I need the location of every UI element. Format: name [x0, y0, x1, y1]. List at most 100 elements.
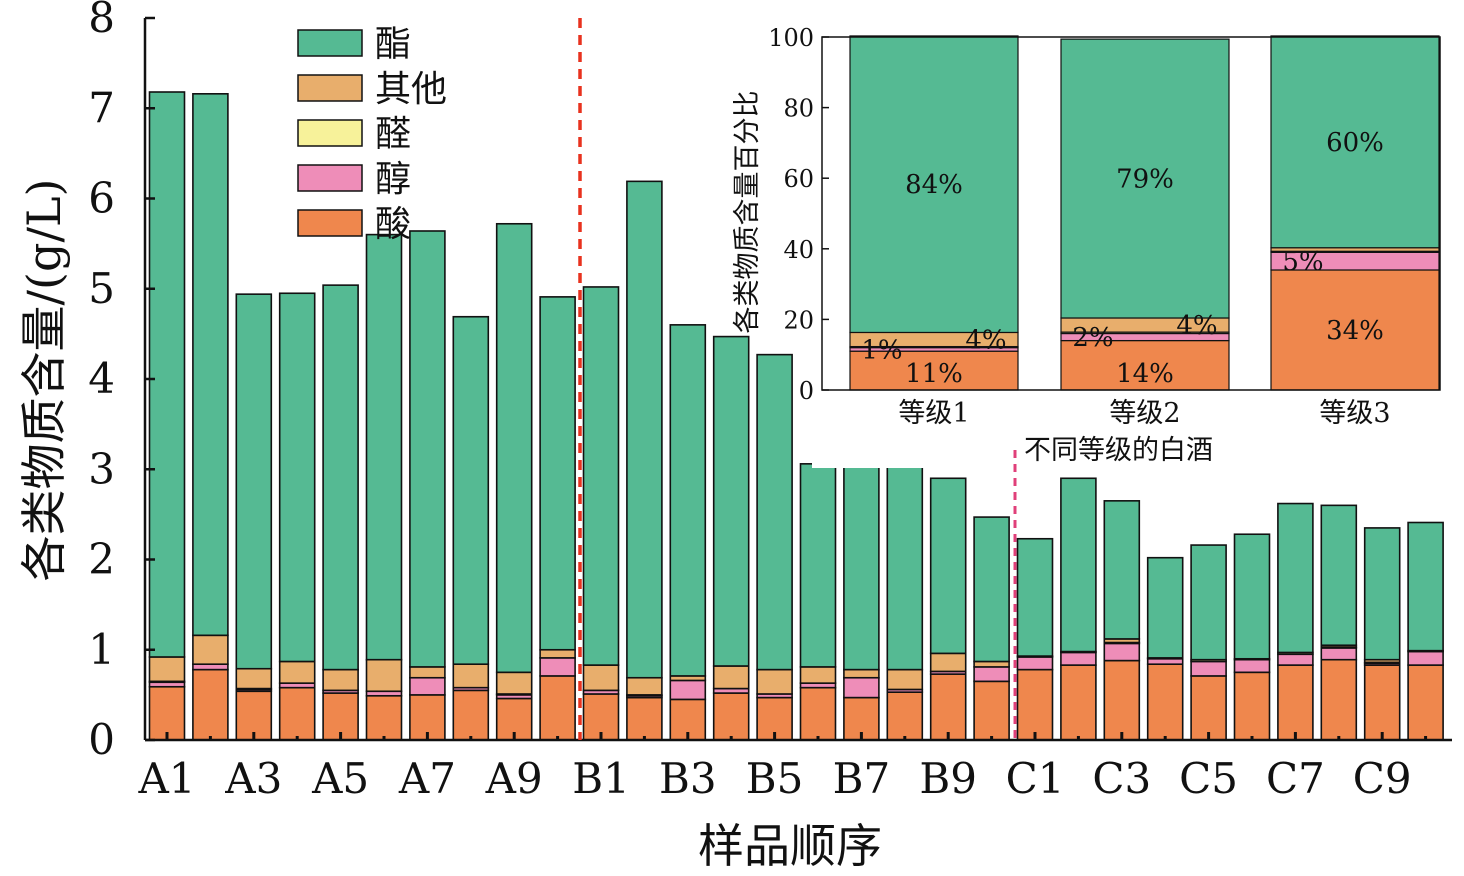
legend-swatch-醇	[297, 164, 363, 192]
x-tick-label: C1	[1006, 754, 1065, 803]
bar-C8-酯	[1320, 504, 1358, 647]
inset-bar-等级1-酯	[849, 35, 1019, 334]
bar-B3-酯	[669, 324, 707, 677]
bar-B5-酯	[756, 353, 793, 671]
bar-A2-酯	[192, 93, 229, 637]
bar-C8-酸	[1320, 658, 1358, 741]
bar-B6-其他	[799, 666, 837, 684]
bar-B1-其他	[582, 664, 620, 692]
bar-A2-醇	[192, 663, 229, 671]
y-tick-label: 7	[88, 83, 115, 132]
bar-C9-酸	[1363, 664, 1401, 741]
inset-y-tick-label: 20	[783, 306, 814, 334]
bar-B7-醇	[843, 676, 880, 699]
bar-stack-A3	[235, 293, 273, 741]
inset-data-label: 2%	[1072, 323, 1113, 353]
bar-A4-酸	[278, 686, 316, 741]
y-tick-label: 5	[88, 264, 115, 313]
main-bars	[148, 91, 1444, 741]
y-tick-label: 6	[88, 174, 115, 223]
y-axis-title: 各类物质含量/(g/L)	[17, 179, 71, 582]
x-tick-label: C5	[1179, 754, 1238, 803]
bar-stack-A6	[365, 233, 403, 741]
bar-A10-其他	[539, 648, 576, 659]
bar-C6-酸	[1233, 671, 1271, 741]
inset-x-tick-label: 等级3	[1319, 398, 1390, 429]
inset-data-label: 1%	[861, 335, 902, 365]
bar-B10-醇	[973, 666, 1010, 683]
bar-stack-C5	[1190, 544, 1227, 741]
bar-C9-酯	[1363, 527, 1401, 661]
inset-bar-stack-等级1	[849, 35, 1019, 391]
legend-label: 其他	[375, 69, 447, 110]
inset-bar-等级3-酯	[1270, 35, 1440, 249]
x-tick-label: C9	[1353, 754, 1412, 803]
bar-B2-其他	[626, 676, 663, 696]
bar-C2-醇	[1060, 651, 1097, 666]
bar-C7-醇	[1277, 653, 1314, 666]
inset-data-label: 79%	[1116, 165, 1174, 195]
x-tick-label: B5	[746, 754, 804, 803]
bar-B10-酸	[973, 680, 1010, 741]
y-tick-label: 4	[88, 354, 115, 403]
bar-stack-C4	[1146, 556, 1184, 741]
bar-A4-其他	[278, 660, 316, 684]
inset-data-label: 84%	[905, 170, 963, 200]
bar-B8-酸	[886, 691, 924, 741]
bar-A5-酯	[322, 284, 359, 671]
bar-B6-酯	[799, 463, 837, 668]
inset-x-tick-label: 等级2	[1109, 398, 1180, 429]
bar-C7-酸	[1277, 664, 1314, 741]
bar-C6-酯	[1233, 533, 1271, 660]
x-tick-label: A9	[485, 754, 543, 803]
inset-y-tick-label: 40	[783, 236, 814, 264]
bar-A8-酸	[452, 689, 490, 741]
bar-B9-其他	[929, 652, 967, 673]
inset-data-label: 5%	[1282, 247, 1323, 277]
bar-A10-醇	[539, 657, 576, 677]
x-tick-label: C3	[1092, 754, 1151, 803]
bar-A9-其他	[495, 671, 533, 695]
bar-stack-B4	[712, 335, 750, 741]
inset-frame	[821, 36, 1441, 391]
bar-C1-酸	[1016, 668, 1054, 741]
bar-stack-C8	[1320, 504, 1358, 741]
legend-label: 酸	[375, 204, 411, 245]
legend-label: 醛	[375, 114, 411, 155]
bar-A6-酯	[365, 233, 403, 661]
inset-data-label: 4%	[965, 326, 1006, 356]
bar-stack-C9	[1363, 527, 1401, 741]
bar-A6-其他	[365, 658, 403, 693]
bar-A2-酸	[192, 668, 229, 741]
inset-y-tick-label: 80	[783, 95, 814, 123]
bar-stack-A1	[148, 91, 186, 741]
bar-stack-A10	[539, 296, 576, 741]
bar-stack-C3	[1103, 500, 1141, 741]
bar-A10-酯	[539, 296, 576, 651]
bar-C3-酸	[1103, 659, 1141, 741]
bar-stack-A8	[452, 315, 490, 741]
bar-C10-醇	[1407, 650, 1444, 666]
bar-C2-酯	[1060, 477, 1097, 653]
bar-B4-酸	[712, 692, 750, 741]
bar-C3-酯	[1103, 500, 1141, 640]
bar-stack-C1	[1016, 537, 1054, 741]
bar-B5-其他	[756, 668, 793, 695]
bar-stack-C10	[1407, 521, 1444, 741]
bar-stack-B9	[929, 477, 967, 741]
inset-bar-等级2-酸	[1060, 339, 1230, 391]
annotation-grade-label: 不同等级的白酒	[1024, 435, 1213, 466]
bar-A3-其他	[235, 667, 273, 690]
bar-B8-酯	[886, 437, 924, 671]
x-tick-label: A3	[224, 754, 282, 803]
bar-B9-酯	[929, 477, 967, 655]
x-tick-label: B7	[833, 754, 891, 803]
bar-stack-A5	[322, 284, 359, 741]
x-tick-label: B9	[919, 754, 977, 803]
bar-stack-A2	[192, 93, 229, 741]
inset-bar-等级3-酸	[1270, 269, 1440, 391]
bar-A10-酸	[539, 675, 576, 741]
y-tick-label: 1	[88, 625, 115, 674]
